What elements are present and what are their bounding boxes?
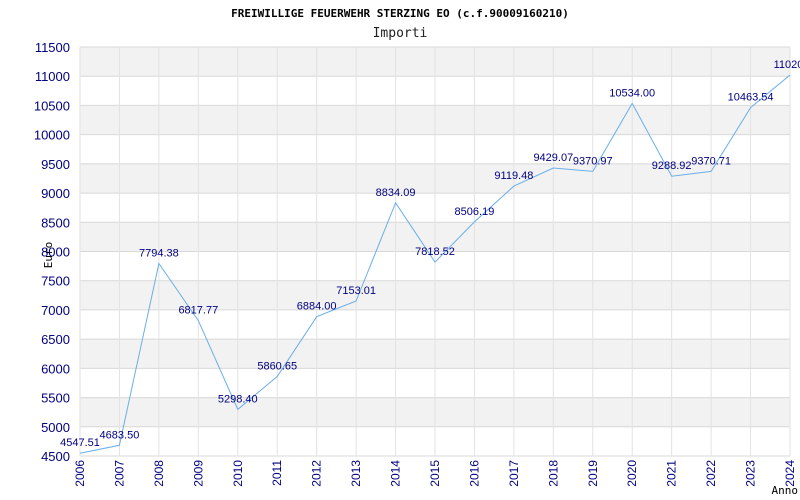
x-tick-label: 2011 <box>270 460 284 486</box>
y-tick-label: 7000 <box>41 303 70 318</box>
x-tick-label: 2012 <box>310 460 324 487</box>
y-tick-label: 8500 <box>41 215 70 230</box>
x-axis-label: Anno <box>772 484 799 497</box>
y-axis-label: Euro <box>42 242 55 269</box>
y-tick-label: 9000 <box>41 186 70 201</box>
y-tick-label: 7500 <box>41 274 70 289</box>
x-tick-label: 2024 <box>783 460 797 487</box>
data-label: 5298.40 <box>218 393 258 405</box>
x-tick-label: 2015 <box>428 460 442 487</box>
chart-subtitle: Importi <box>373 26 428 41</box>
data-label: 7153.01 <box>336 285 376 297</box>
x-tick-label: 2017 <box>507 460 521 487</box>
x-tick-label: 2008 <box>152 460 166 487</box>
data-label: 6817.77 <box>178 305 218 317</box>
y-tick-label: 11000 <box>35 69 70 84</box>
data-label: 4683.50 <box>100 429 140 441</box>
gridlines <box>79 46 791 457</box>
y-tick-label: 5000 <box>41 420 70 435</box>
y-tick-label: 6000 <box>41 361 70 376</box>
data-label: 5860.65 <box>257 360 297 372</box>
x-tick-label: 2009 <box>191 460 205 487</box>
data-label: 9119.48 <box>494 170 533 182</box>
data-label: 11020. <box>774 59 800 71</box>
x-tick-label: 2018 <box>546 460 560 487</box>
data-label: 9288.92 <box>652 160 692 172</box>
data-label: 10534.00 <box>609 87 655 99</box>
y-tick-label: 4500 <box>41 449 70 464</box>
series-line <box>79 74 791 454</box>
x-tick-label: 2016 <box>467 460 481 487</box>
data-label: 7818.52 <box>415 246 455 258</box>
data-label: 8506.19 <box>455 206 495 218</box>
y-tick-labels: 4500 5000 5500 6000 6500 7000 7500 8000 8500 9000… <box>34 40 70 464</box>
data-label: 9370.71 <box>691 155 731 167</box>
x-tick-label: 2014 <box>389 460 403 487</box>
x-tick-label: 2023 <box>744 460 758 487</box>
x-tick-label: 2020 <box>625 460 639 487</box>
x-tick-label: 2021 <box>665 460 679 487</box>
data-label: 9429.07 <box>533 152 573 164</box>
data-label: 7794.38 <box>139 248 179 260</box>
data-label: 6884.00 <box>297 301 337 313</box>
chart-title: FREIWILLIGE FEUERWEHR STERZING EO (c.f.9… <box>231 7 569 20</box>
data-label: 8834.09 <box>376 187 416 199</box>
y-tick-label: 9500 <box>41 157 70 172</box>
data-label: 10463.54 <box>728 92 774 104</box>
x-tick-label: 2006 <box>73 460 87 487</box>
x-tick-labels: 2006 2007 2008 2009 2010 2011 2012 2013 2014 2015… <box>73 460 797 487</box>
x-tick-label: 2019 <box>586 460 600 487</box>
x-tick-label: 2022 <box>704 460 718 487</box>
data-label: 4547.51 <box>60 437 100 449</box>
y-tick-label: 11500 <box>35 40 70 55</box>
y-tick-label: 8000 <box>41 245 70 260</box>
x-tick-label: 2010 <box>231 460 245 487</box>
y-tick-label: 5500 <box>41 391 70 406</box>
x-tick-label: 2013 <box>349 460 363 487</box>
y-tick-label: 6500 <box>41 332 70 347</box>
data-label: 9370.97 <box>573 155 613 167</box>
x-tick-label: 2007 <box>112 460 126 487</box>
y-tick-label: 10000 <box>34 128 70 143</box>
y-tick-label: 10500 <box>34 98 70 113</box>
